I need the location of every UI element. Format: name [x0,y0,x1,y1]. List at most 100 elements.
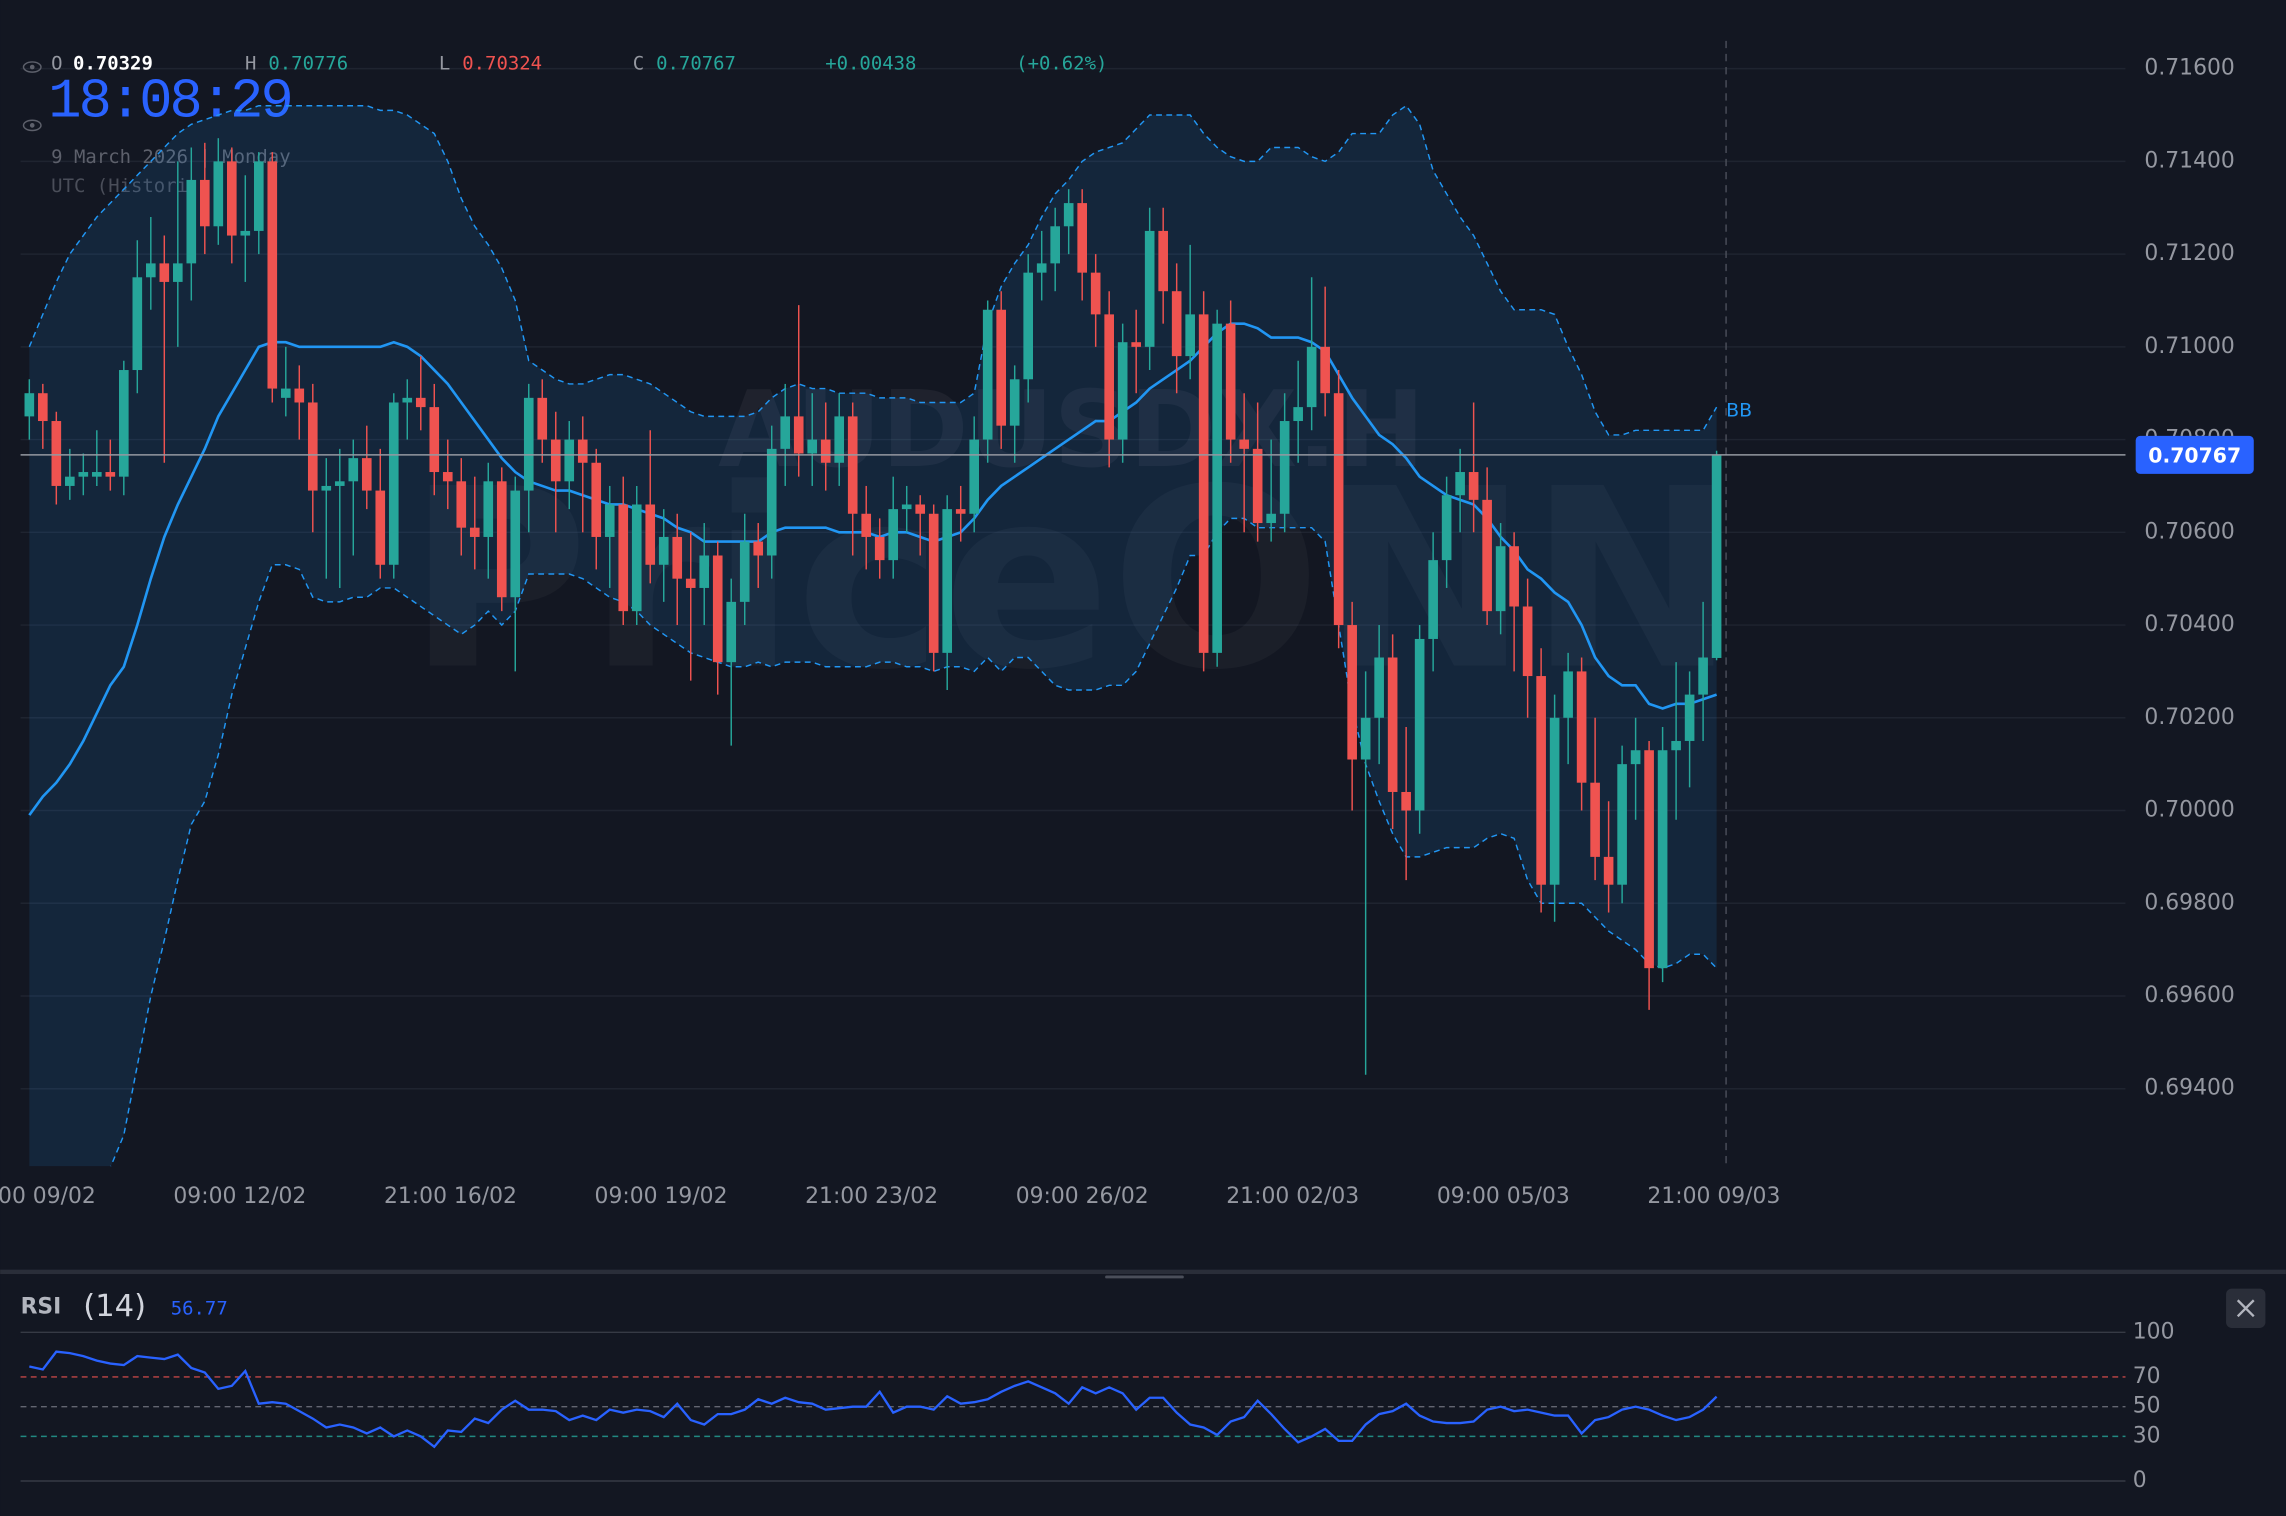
candle-body [1590,782,1600,857]
candle-body [658,536,669,565]
eye-icon[interactable] [22,61,42,73]
candle-body [456,481,467,528]
pane-handle[interactable] [1105,1275,1184,1279]
candle-body [1158,230,1168,292]
candle-body [1063,203,1074,227]
candle-body [1171,291,1182,357]
ohlc-label: O [51,53,62,75]
candle-body [253,161,264,231]
candle-body [969,439,980,514]
close-button[interactable] [2226,1288,2266,1328]
candle-body [1374,657,1384,718]
candle-body [834,416,845,463]
rsi-period: (14) [83,1289,146,1324]
x-tick-label: 21:00 09/03 [1647,1184,1780,1209]
bb-lower [110,517,1718,1167]
candle-body [915,504,926,514]
candle-body [780,416,791,449]
y-tick-label: 0.71200 [2144,241,2234,266]
high-value: 0.70776 [268,53,348,75]
candle-body [1509,546,1519,607]
candle-body [820,439,831,463]
candle-body [240,230,251,236]
ohlc-label: L [439,53,450,75]
candle-body [1441,495,1452,561]
pane-divider[interactable] [0,1269,2286,1275]
y-tick-label: 0.69800 [2144,890,2234,915]
candle-body [1333,393,1344,626]
candle-body [24,393,35,417]
candle-body [402,397,413,403]
candle-body [537,397,548,440]
candle-body [1198,314,1209,653]
candle-body [604,504,615,537]
candle-body [1036,263,1047,273]
candle-body [1185,314,1195,357]
candle-body [1671,740,1681,751]
candle-body [1077,203,1087,273]
candle-body [199,179,210,227]
last-price-label: 0.70767 [2148,443,2241,467]
candle-body [1536,676,1546,885]
candle-body [1576,671,1587,783]
candle-body [186,179,197,264]
x-tick-label: 09:00 19/02 [595,1184,728,1209]
candle-body [1617,764,1627,885]
x-tick-label: 21:00 09/02 [0,1184,96,1209]
ohlc-label: C [633,53,644,75]
candle-body [1225,323,1236,440]
candle-body [1630,750,1641,765]
candle-body [1657,750,1668,969]
candle-body [1468,472,1479,500]
change-percent: (+0.62%) [1016,53,1107,75]
candle-body [550,439,561,482]
candle-body [92,472,102,477]
candle-body [753,541,764,556]
candle-body [739,541,750,602]
candle-body [1482,499,1492,612]
candle-body [901,504,912,510]
candle-body [119,370,129,477]
candle-body [1131,342,1141,347]
y-tick-label: 0.70200 [2144,705,2234,730]
candle-body [982,309,993,440]
candle-body [280,388,291,398]
eye-icon[interactable] [22,119,42,132]
change: +0.00438 [825,53,916,75]
bb-band [29,105,1717,1167]
candle-body [294,388,305,403]
candle-body [861,513,872,537]
candle-body [429,407,440,473]
x-tick-label: 09:00 12/02 [173,1184,306,1209]
candle-body [577,439,588,463]
rsi-tick-label: 70 [2133,1364,2161,1389]
candle-body [483,481,494,537]
x-tick-label: 21:00 23/02 [805,1184,938,1209]
candle-body [307,402,318,491]
candle-body [65,476,75,486]
candle-body [1320,346,1330,394]
x-tick-label: 21:00 16/02 [384,1184,517,1209]
candle-body [1549,717,1560,885]
candle-body [928,513,939,653]
y-tick-label: 0.70600 [2144,519,2234,544]
candle-body [807,439,818,454]
y-tick-label: 0.71600 [2144,56,2234,81]
candle-body [874,536,885,561]
candle-body [1387,657,1398,792]
candle-body [105,472,116,477]
candle-body [267,161,278,389]
candle-body [469,527,480,537]
candle-body [1144,230,1155,347]
candle-body [145,263,156,278]
rsi-tick-label: 30 [2133,1423,2161,1448]
rsi-line [29,1350,1718,1449]
candle-body [1252,448,1263,524]
candle-body [645,504,656,565]
close-value: 0.70767 [656,53,736,75]
candle-body [685,578,696,588]
candle-body [1684,694,1695,741]
candle-body [213,161,224,227]
